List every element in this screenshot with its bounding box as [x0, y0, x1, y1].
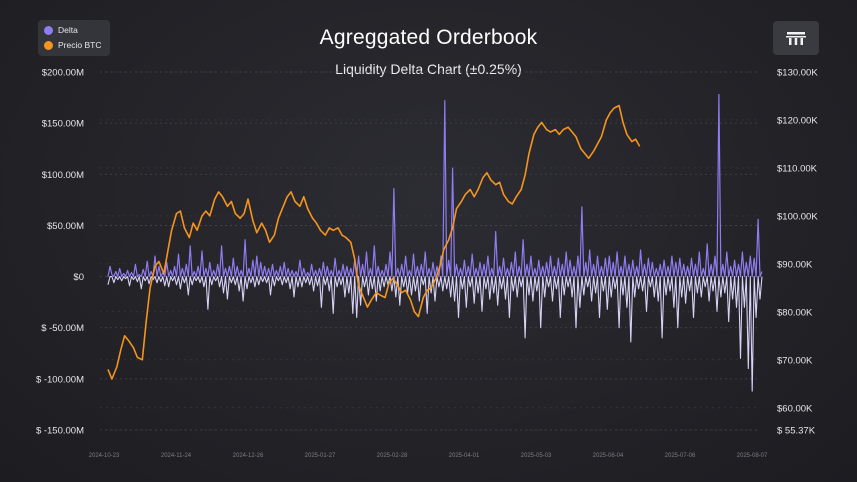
x-tick-label: 2025-08-07 — [737, 453, 768, 459]
price-series — [107, 104, 641, 380]
right-axis-labels: $130.00K $120.00K $110.00K $100.00K $90.00K $… — [777, 68, 818, 437]
y-right-tick-label: $80.00K — [777, 307, 813, 318]
chart-grid — [100, 71, 760, 431]
x-tick-label: 2024-10-23 — [89, 453, 120, 459]
y-left-tick-label: $ -100.00M — [36, 374, 84, 385]
chart-subtitle: Liquidity Delta Chart (±0.25%) — [335, 61, 522, 77]
chart-legend: Delta Precio BTC — [38, 20, 110, 56]
y-right-tick-label: $100.00K — [777, 211, 818, 222]
x-tick-label: 2024-11-24 — [161, 453, 192, 459]
chart-title: Agreggated Orderbook — [319, 26, 538, 49]
y-left-tick-label: $0 — [73, 272, 84, 283]
y-right-tick-label: $110.00K — [777, 163, 818, 174]
y-left-tick-label: $50.00M — [47, 221, 84, 232]
legend-swatch-precio-btc — [44, 40, 53, 50]
price-line — [107, 104, 641, 380]
y-right-tick-label: $90.00K — [777, 259, 813, 270]
x-tick-label: 2025-07-06 — [665, 453, 696, 459]
y-left-tick-label: $150.00M — [42, 119, 84, 130]
logo-icon — [786, 32, 806, 45]
y-left-tick-label: $ -150.00M — [36, 426, 84, 437]
x-tick-label: 2024-12-26 — [233, 453, 264, 459]
legend-item-delta[interactable]: Delta — [44, 25, 78, 35]
x-tick-label: 2025-05-03 — [521, 453, 552, 459]
legend-label-delta: Delta — [58, 25, 78, 35]
x-tick-label: 2025-02-28 — [377, 453, 408, 459]
y-right-tick-label: $ 55.37K — [777, 426, 816, 437]
x-axis-labels: 2024-10-23 2024-11-24 2024-12-26 2025-01-27… — [89, 453, 768, 459]
legend-item-precio-btc[interactable]: Precio BTC — [44, 40, 101, 50]
x-tick-label: 2025-01-27 — [305, 453, 336, 459]
delta-positive-line — [107, 93, 763, 278]
y-right-tick-label: $120.00K — [777, 115, 818, 126]
delta-negative-line — [107, 276, 763, 392]
legend-swatch-delta — [44, 25, 53, 35]
left-axis-labels: $200.00M $150.00M $100.00M $50.00M $0 $ -50.0… — [36, 68, 84, 437]
y-left-tick-label: $100.00M — [42, 170, 84, 181]
brand-logo-button[interactable] — [773, 21, 819, 55]
y-right-tick-label: $130.00K — [777, 68, 818, 79]
y-right-tick-label: $60.00K — [777, 403, 813, 414]
delta-series — [107, 93, 763, 392]
x-tick-label: 2025-06-04 — [593, 453, 624, 459]
y-left-tick-label: $ -50.00M — [41, 323, 84, 334]
legend-label-precio-btc: Precio BTC — [58, 40, 102, 50]
x-tick-label: 2025-04-01 — [449, 453, 480, 459]
y-right-tick-label: $70.00K — [777, 355, 813, 366]
y-left-tick-label: $200.00M — [42, 68, 84, 79]
